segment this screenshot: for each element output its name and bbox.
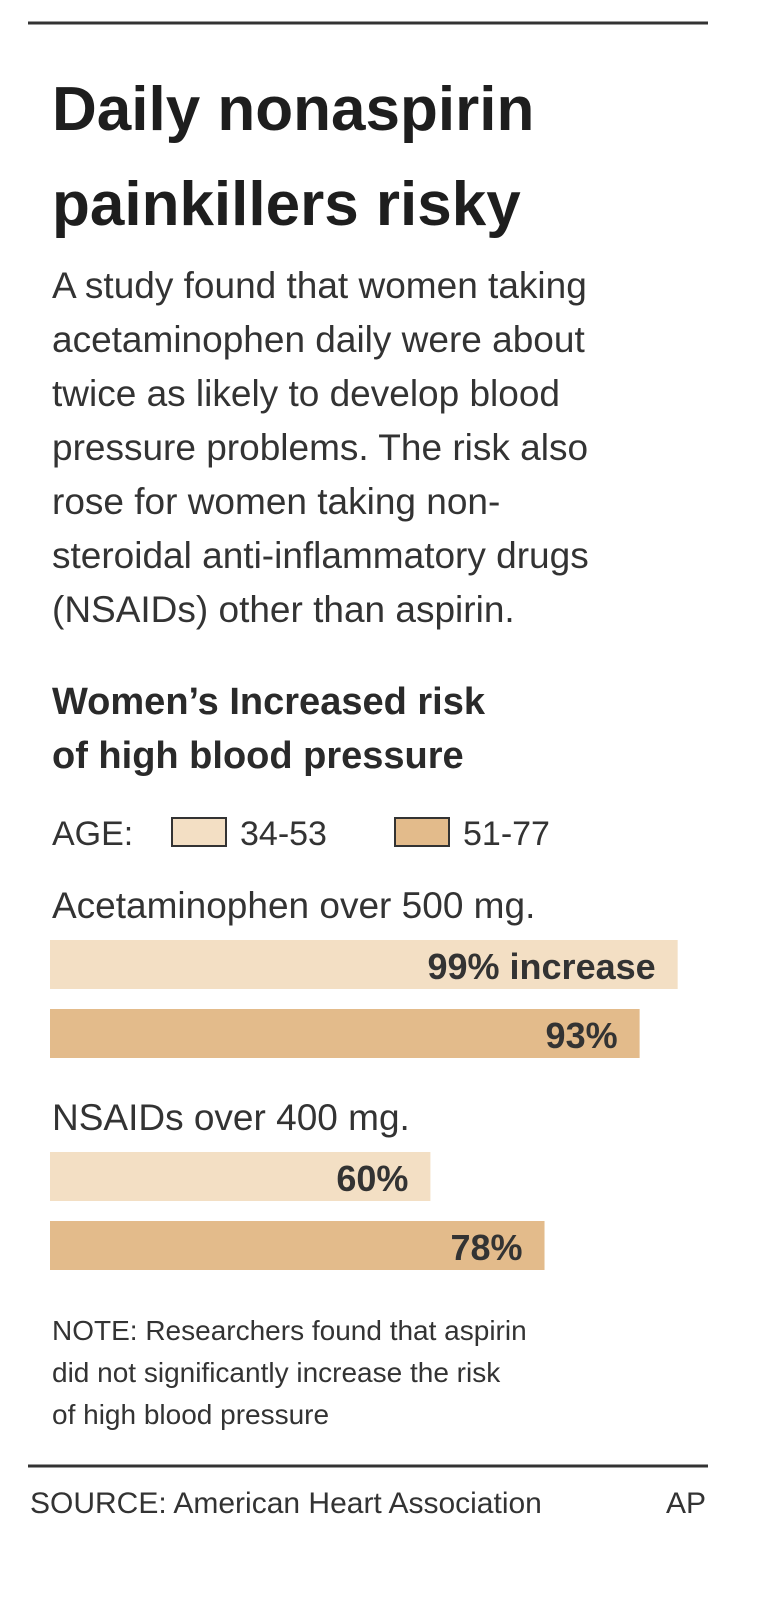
value-label: 99% increase: [427, 946, 655, 987]
description: A study found that women taking: [52, 265, 587, 306]
bar: [50, 940, 678, 989]
description: acetaminophen daily were about: [52, 319, 585, 360]
credit: AP: [666, 1487, 706, 1520]
source: SOURCE: American Heart Association: [30, 1487, 542, 1520]
legend-label: 34-53: [240, 815, 327, 853]
value-label: 93%: [546, 1015, 618, 1056]
description: steroidal anti-inflammatory drugs: [52, 535, 589, 576]
legend-title: AGE:: [52, 815, 133, 853]
bar: [50, 1152, 431, 1201]
title: painkillers risky: [52, 170, 521, 239]
bar: [50, 1221, 545, 1270]
category-label: Acetaminophen over 500 mg.: [52, 885, 535, 926]
value-label: 60%: [336, 1158, 408, 1199]
description: pressure problems. The risk also: [52, 427, 588, 468]
legend-label: 51-77: [463, 815, 550, 853]
description: rose for women taking non-: [52, 481, 500, 522]
bar: [50, 1009, 640, 1058]
note: did not significantly increase the risk: [52, 1357, 501, 1388]
subtitle: of high blood pressure: [52, 735, 464, 777]
subtitle: Women’s Increased risk: [52, 681, 486, 723]
title: Daily nonaspirin: [52, 75, 534, 144]
value-label: 78%: [450, 1227, 522, 1268]
legend-swatch: [171, 817, 227, 847]
description: (NSAIDs) other than aspirin.: [52, 589, 515, 630]
legend-swatch: [394, 817, 450, 847]
category-label: NSAIDs over 400 mg.: [52, 1097, 410, 1138]
note: of high blood pressure: [52, 1399, 329, 1430]
note: NOTE: Researchers found that aspirin: [52, 1315, 527, 1346]
description: twice as likely to develop blood: [52, 373, 560, 414]
